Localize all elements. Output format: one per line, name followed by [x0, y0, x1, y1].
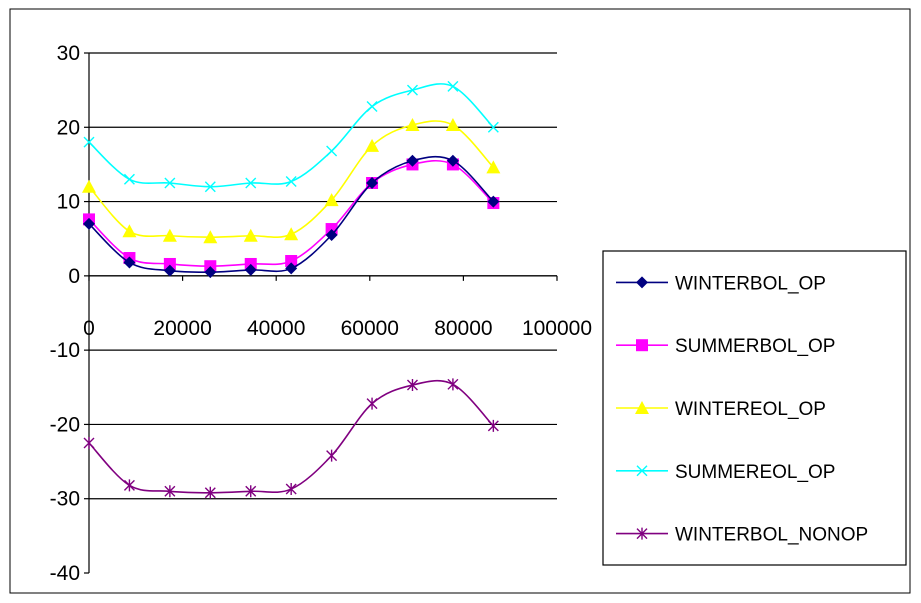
- data-point: [447, 80, 459, 92]
- data-point: [83, 136, 95, 148]
- legend-entry: SUMMEREOL_OP: [616, 462, 835, 483]
- data-point: [326, 449, 338, 462]
- x-tick-label: 60000: [341, 317, 399, 340]
- data-point: [123, 256, 136, 269]
- series-lines: [82, 80, 501, 499]
- data-point: [164, 177, 176, 189]
- data-point: [82, 179, 96, 193]
- legend-label: WINTERBOL_NONOP: [675, 525, 868, 546]
- legend-entry: WINTEREOL_OP: [616, 399, 826, 420]
- legend-entry: SUMMERBOL_OP: [616, 336, 835, 357]
- data-point: [366, 100, 378, 112]
- data-point: [406, 379, 418, 392]
- series-wintereol-op: [82, 118, 501, 244]
- data-point: [447, 378, 459, 391]
- data-point: [285, 176, 297, 188]
- legend-swatch-marker: [635, 401, 649, 414]
- data-point: [284, 227, 299, 241]
- data-point: [245, 485, 257, 498]
- x-tick-label: 20000: [153, 317, 211, 340]
- data-point: [365, 138, 380, 152]
- y-tick-label: 0: [68, 265, 80, 288]
- data-point: [122, 224, 137, 238]
- y-tick-label: -20: [50, 413, 80, 436]
- series-summereol-op: [83, 80, 499, 193]
- data-point: [123, 173, 135, 185]
- legend-label: WINTEREOL_OP: [675, 399, 826, 420]
- data-point: [325, 229, 338, 241]
- data-point: [163, 264, 176, 277]
- axes: [84, 52, 558, 574]
- gridlines: [89, 52, 557, 500]
- data-point: [285, 483, 297, 496]
- data-point: [163, 257, 176, 270]
- y-tick-label: -30: [50, 488, 80, 511]
- data-point: [204, 486, 216, 499]
- y-tick-label: -40: [50, 562, 80, 585]
- data-point: [406, 84, 418, 96]
- x-tick-label: 40000: [247, 317, 305, 340]
- data-point: [204, 266, 217, 279]
- data-point: [487, 419, 499, 432]
- y-tick-label: 20: [57, 116, 80, 139]
- legend: WINTERBOL_OP SUMMERBOL_OP WINTEREOL_OP SUMM…: [602, 250, 907, 566]
- data-point: [326, 145, 338, 157]
- data-point: [285, 255, 298, 267]
- data-point: [245, 177, 257, 189]
- data-point: [204, 181, 216, 193]
- legend-entry: WINTERBOL_OP: [616, 273, 826, 294]
- data-point: [405, 118, 420, 132]
- legend-label: SUMMERBOL_OP: [675, 336, 835, 357]
- data-point: [486, 160, 501, 174]
- data-point: [406, 154, 419, 167]
- legend-label: SUMMEREOL_OP: [675, 462, 835, 483]
- data-point: [487, 195, 500, 208]
- data-point: [487, 121, 499, 133]
- legend-swatch-marker: [636, 276, 648, 289]
- y-tick-label: -10: [50, 339, 80, 362]
- data-point: [162, 228, 177, 242]
- data-point: [324, 193, 339, 207]
- data-point: [83, 217, 95, 230]
- data-point: [366, 397, 378, 410]
- legend-swatch-marker: [636, 527, 648, 540]
- data-point: [445, 118, 460, 132]
- data-point: [366, 177, 379, 189]
- data-point: [83, 437, 95, 449]
- data-point: [164, 485, 176, 498]
- y-tick-label: 30: [57, 42, 80, 65]
- data-point: [285, 262, 298, 275]
- y-tick-label: 10: [57, 191, 80, 214]
- series-winterbol-nonop: [83, 378, 499, 499]
- x-tick-label: 0: [83, 317, 95, 340]
- data-point: [244, 263, 257, 276]
- data-point: [203, 230, 218, 244]
- legend-entry: WINTERBOL_NONOP: [616, 525, 868, 546]
- series-winterbol-op: [83, 154, 500, 279]
- data-point: [123, 479, 135, 492]
- data-point: [446, 154, 459, 167]
- x-tick-label: 100000: [522, 317, 592, 340]
- legend-swatch-marker: [636, 465, 648, 477]
- x-tick-label: 80000: [434, 317, 492, 340]
- legend-swatch-marker: [636, 339, 648, 352]
- data-point: [243, 228, 258, 242]
- legend-label: WINTERBOL_OP: [675, 273, 826, 294]
